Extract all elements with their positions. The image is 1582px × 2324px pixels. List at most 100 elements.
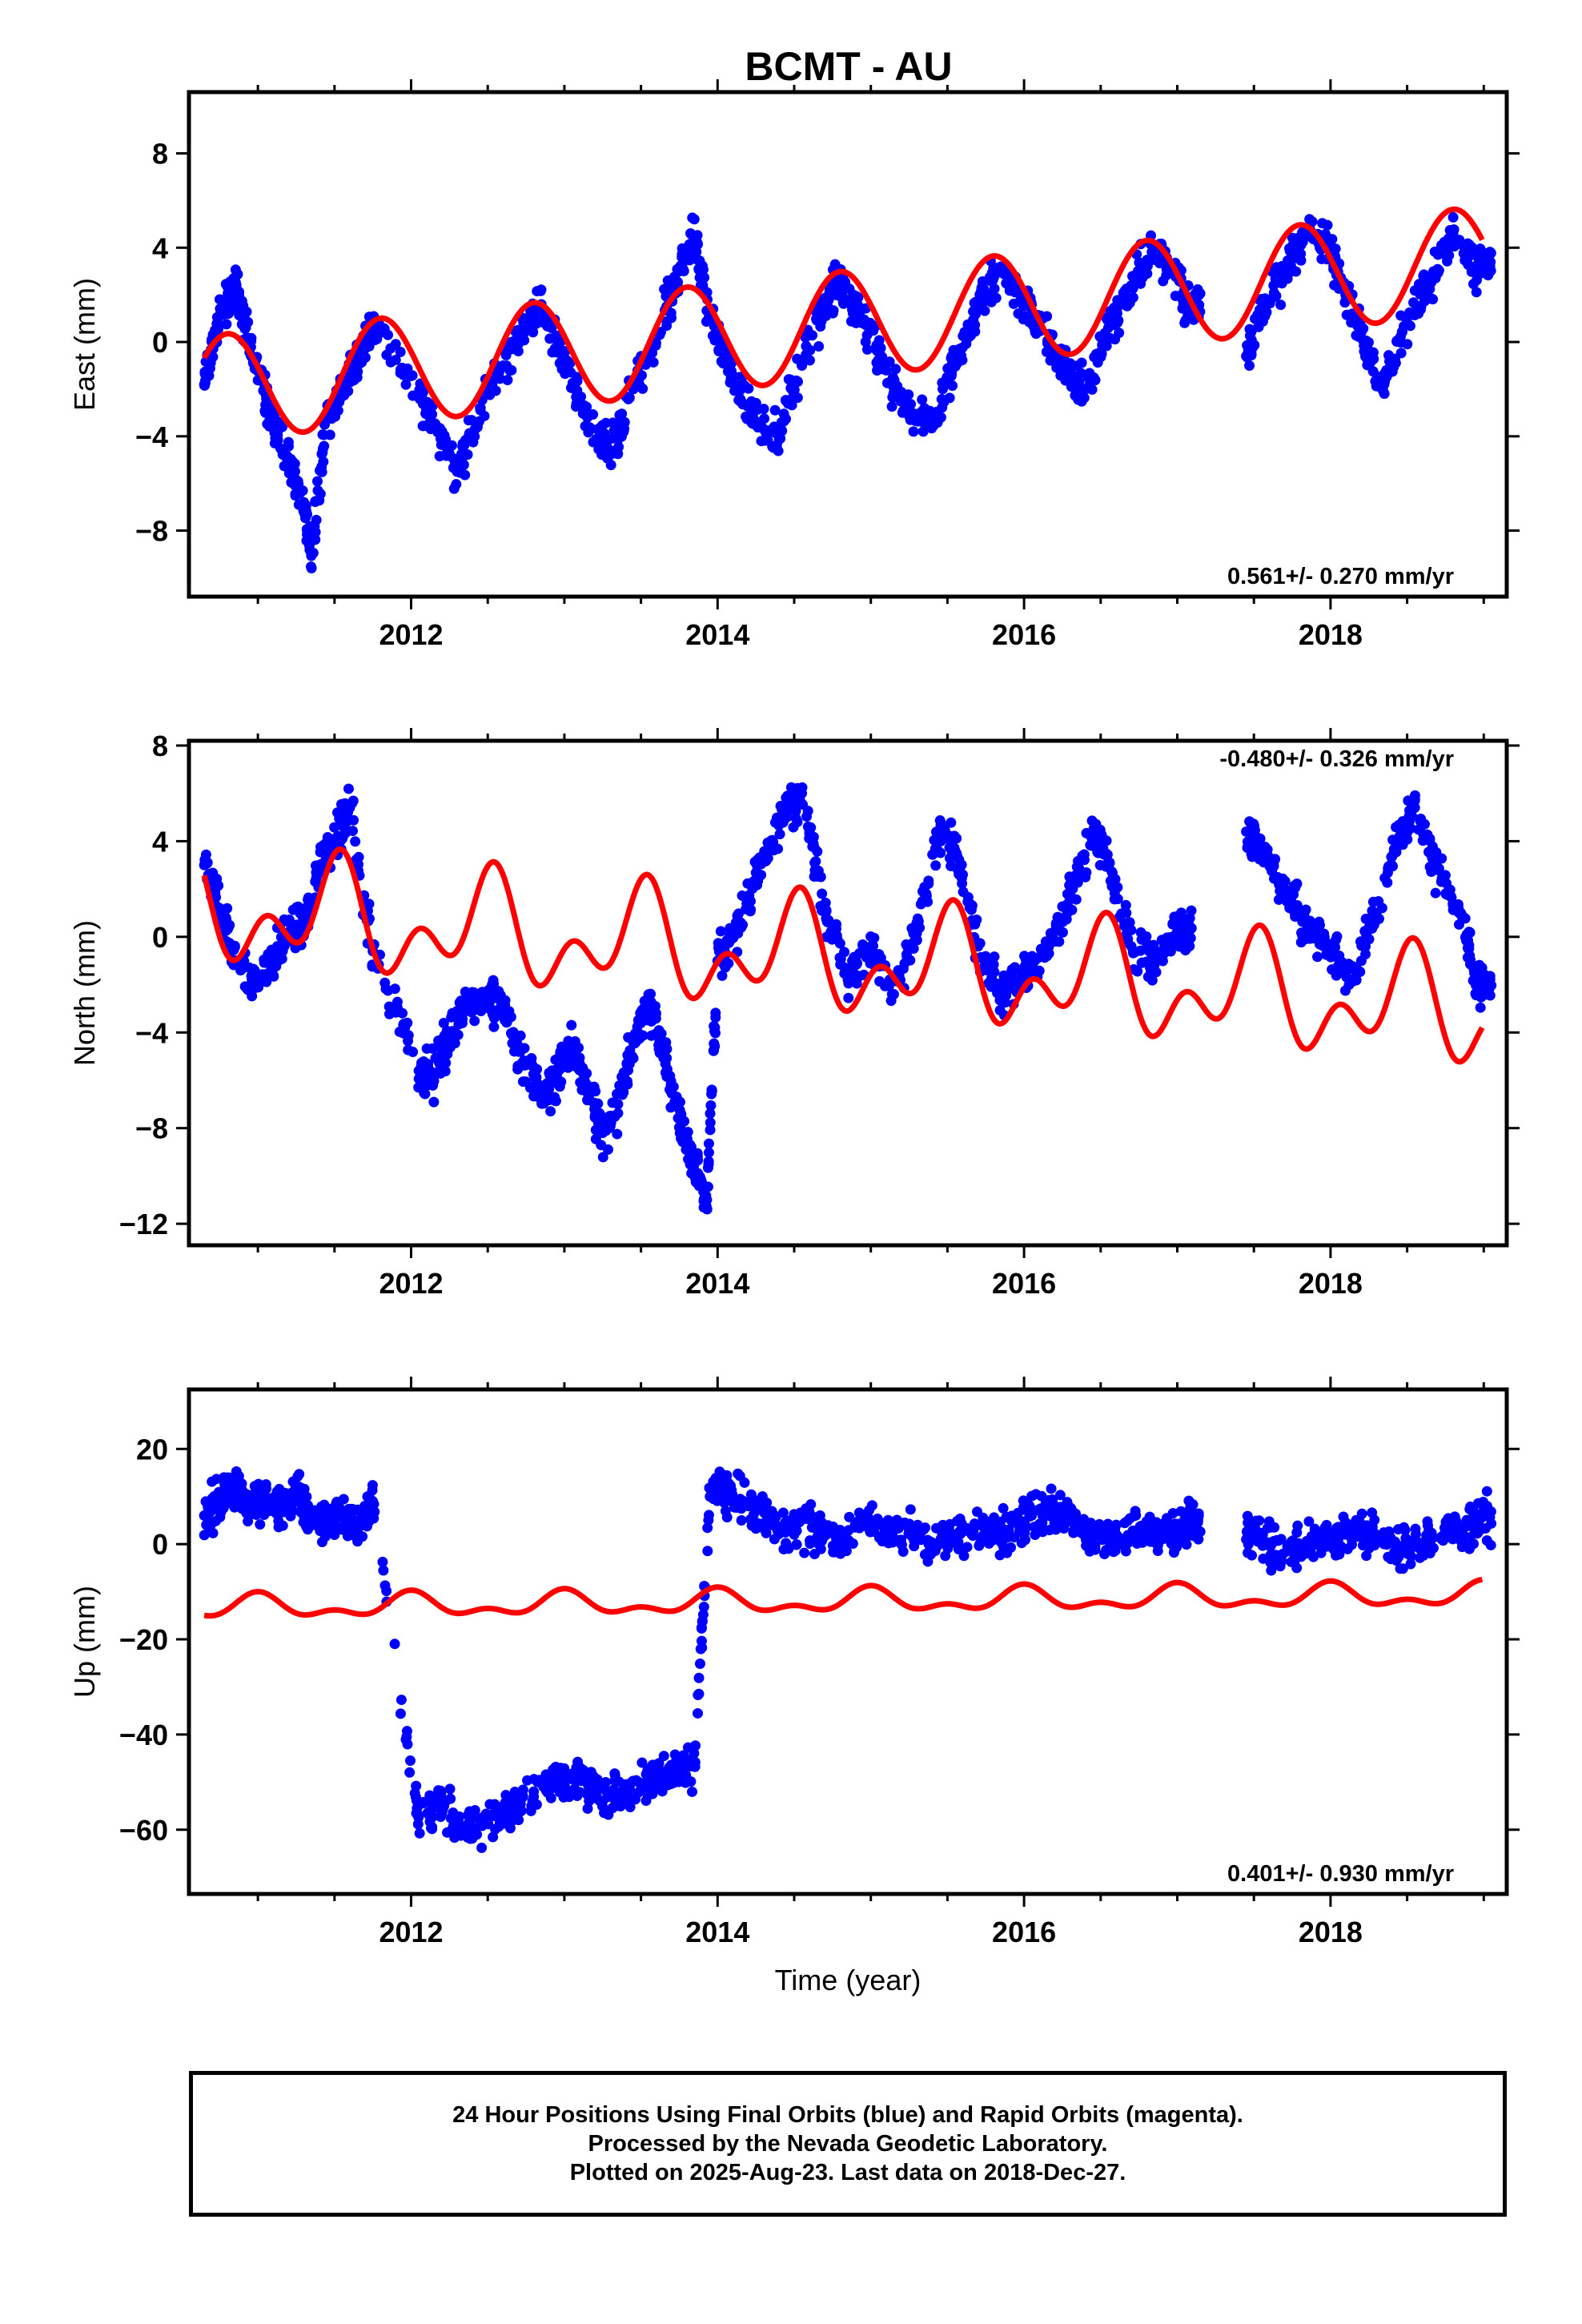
observation-point — [475, 404, 486, 416]
observation-point — [935, 835, 946, 846]
observation-point — [1156, 935, 1167, 946]
observation-point — [791, 1539, 802, 1550]
observation-point — [440, 1066, 451, 1077]
observation-point — [652, 1760, 663, 1771]
observation-point — [1273, 1535, 1284, 1546]
observation-point — [974, 938, 986, 949]
observation-point — [582, 1803, 593, 1814]
observation-point — [1409, 285, 1420, 296]
observation-point — [329, 822, 340, 833]
observation-point — [396, 1695, 407, 1706]
observation-point — [436, 428, 447, 440]
observation-point — [500, 1015, 511, 1026]
observation-point — [451, 479, 462, 490]
observation-point — [735, 384, 746, 396]
observation-point — [666, 312, 677, 324]
observation-point — [1427, 293, 1438, 304]
observation-point — [1068, 875, 1079, 886]
observation-point — [1250, 1523, 1261, 1534]
observation-point — [1060, 1517, 1071, 1528]
observation-point — [352, 366, 363, 377]
observation-point — [724, 1484, 735, 1495]
observation-point — [1186, 905, 1197, 916]
observation-point — [314, 865, 325, 876]
observation-point — [769, 404, 781, 416]
observation-point — [277, 1520, 288, 1531]
observation-point — [624, 1059, 635, 1070]
observation-point — [1448, 241, 1460, 252]
observation-point — [272, 435, 283, 446]
observation-point — [661, 1071, 673, 1082]
observation-point — [936, 394, 947, 405]
observation-point — [777, 1507, 789, 1518]
observation-point — [758, 404, 769, 415]
observation-point — [661, 1043, 673, 1055]
observation-point — [860, 336, 871, 348]
observation-point — [844, 1511, 855, 1522]
observation-point — [863, 1513, 874, 1524]
observation-point — [937, 1528, 948, 1539]
observation-point — [400, 1734, 412, 1745]
observation-point — [462, 1810, 473, 1821]
y-tick-label: −20 — [119, 1623, 168, 1656]
observation-point — [883, 1538, 894, 1549]
observation-point — [1300, 1548, 1311, 1559]
observation-point — [557, 1775, 568, 1787]
observation-point — [326, 413, 337, 424]
observation-point — [717, 358, 729, 369]
observation-point — [937, 819, 948, 830]
plot-area — [199, 782, 1497, 1215]
observation-point — [737, 919, 749, 931]
velocity-rate-label: -0.480+/- 0.326 mm/yr — [1219, 746, 1454, 772]
observation-point — [1396, 826, 1407, 838]
observation-point — [210, 876, 221, 887]
observation-point — [590, 1133, 601, 1144]
observation-point — [1475, 1002, 1486, 1013]
x-axis-label: Time (year) — [775, 1964, 921, 1996]
observation-point — [1314, 1529, 1325, 1540]
observation-point — [1182, 1510, 1194, 1521]
observation-point — [300, 500, 311, 511]
observation-point — [868, 956, 879, 967]
observation-point — [905, 414, 916, 425]
observation-point — [605, 460, 616, 471]
observation-point — [797, 782, 808, 793]
observation-point — [1359, 346, 1370, 357]
observation-point — [1287, 239, 1299, 250]
observation-point — [1104, 1534, 1115, 1546]
observation-point — [834, 952, 845, 963]
y-tick-label: 8 — [152, 730, 168, 762]
observation-point — [316, 461, 327, 472]
y-tick-label: 4 — [152, 231, 168, 264]
observation-point — [283, 468, 295, 479]
observation-point — [768, 836, 779, 847]
observation-point — [445, 1793, 456, 1804]
observation-point — [1387, 861, 1398, 872]
y-tick-label: 0 — [152, 921, 168, 954]
observation-point — [241, 306, 252, 317]
observation-point — [1452, 899, 1464, 910]
y-axis-label: East (mm) — [68, 278, 101, 411]
observation-point — [347, 795, 359, 806]
observation-point — [835, 1548, 846, 1559]
observation-point — [1351, 967, 1363, 978]
x-tick-label: 2018 — [1299, 1267, 1363, 1300]
observation-point — [428, 1096, 440, 1108]
observation-point — [692, 1148, 703, 1159]
x-tick-label: 2018 — [1299, 618, 1363, 651]
observation-point — [483, 1819, 494, 1830]
observation-point — [383, 329, 394, 340]
observation-point — [954, 854, 965, 866]
observation-point — [984, 271, 995, 283]
observation-point — [950, 1530, 961, 1542]
plot-area — [199, 1466, 1497, 1853]
observation-point — [1475, 243, 1486, 255]
observation-point — [574, 1787, 585, 1798]
observation-point — [484, 984, 495, 995]
velocity-rate-label: 0.561+/- 0.270 mm/yr — [1227, 564, 1454, 589]
observation-point — [1341, 309, 1352, 320]
observation-point — [332, 405, 343, 416]
observation-point — [891, 1514, 902, 1526]
observation-point — [986, 1527, 997, 1538]
observation-point — [1127, 1525, 1138, 1536]
